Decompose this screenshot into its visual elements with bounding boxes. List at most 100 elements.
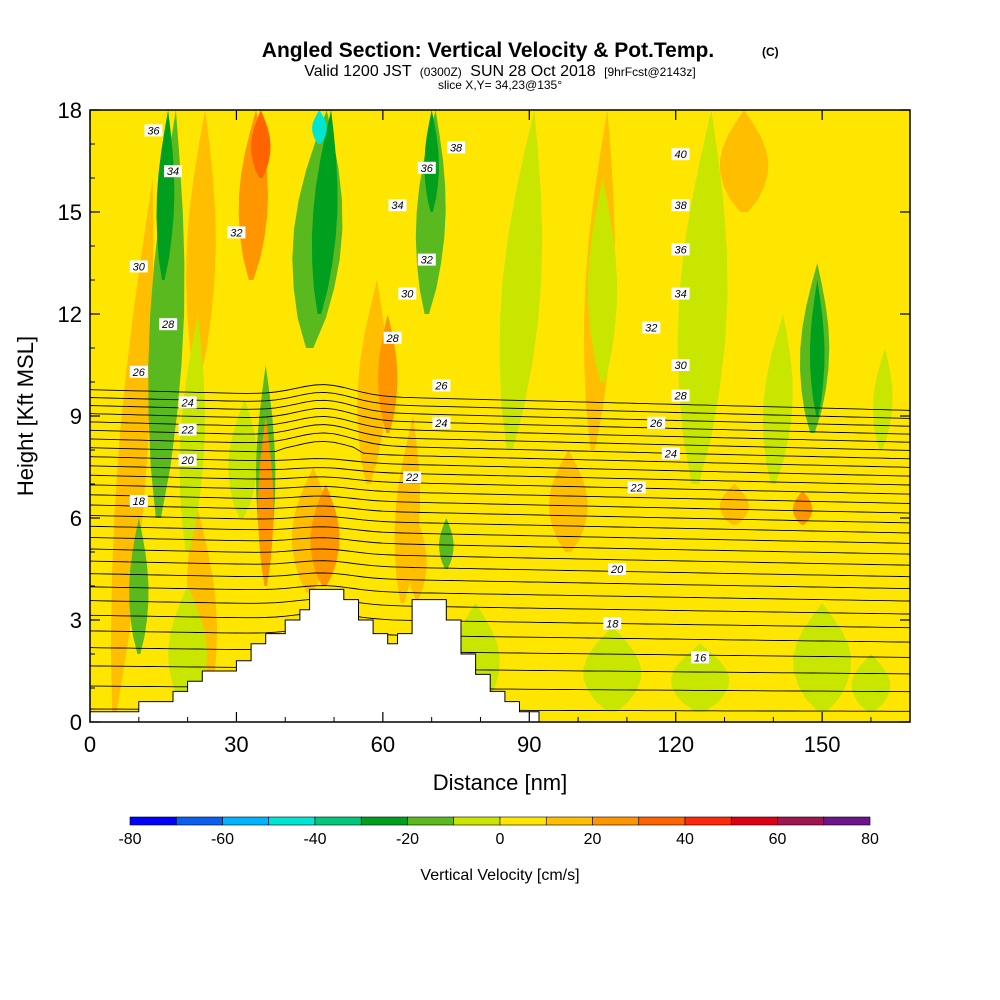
x-tick-label: 60 [371, 732, 395, 757]
velocity-plume [258, 416, 274, 586]
colorbar-bin [499, 816, 547, 826]
theta-label-text: 22 [180, 425, 193, 437]
y-tick-label: 6 [70, 506, 82, 531]
colorbar-label: Vertical Velocity [cm/s] [420, 867, 579, 884]
theta-label-text: 30 [133, 261, 146, 273]
theta-label: 36 [671, 243, 690, 256]
theta-contour [90, 465, 910, 486]
theta-label: 18 [129, 495, 148, 508]
theta-label-text: 34 [391, 200, 403, 212]
theta-label: 32 [642, 321, 661, 335]
velocity-plume [719, 484, 749, 525]
theta-label: 18 [603, 617, 622, 630]
theta-label-text: 34 [674, 289, 686, 301]
theta-label-text: 32 [645, 323, 657, 335]
theta-label-text: 30 [674, 360, 687, 372]
theta-label-box [671, 389, 690, 402]
theta-contours [90, 384, 910, 712]
theta-label-box [432, 416, 451, 429]
theta-contour [90, 415, 910, 443]
theta-label-box [691, 651, 710, 664]
theta-contour [90, 548, 910, 566]
colorbar-bin [592, 816, 640, 826]
theta-label-box [432, 379, 451, 392]
theta-label-box [447, 141, 466, 154]
theta-label-box [159, 318, 178, 331]
velocity-plume [793, 603, 852, 712]
theta-label-text: 36 [674, 244, 687, 256]
theta-contour [90, 484, 910, 504]
theta-contour [90, 536, 910, 555]
theta-label-text: 30 [401, 289, 414, 301]
theta-label-box [403, 471, 422, 484]
theta-label-box [417, 161, 436, 174]
theta-label-box [661, 447, 680, 460]
velocity-plume [792, 490, 813, 525]
theta-contour [90, 474, 910, 495]
colorbar-bin [777, 816, 825, 826]
chart-title: Angled Section: Vertical Velocity & Pot.… [262, 39, 714, 62]
theta-label-text: 26 [434, 380, 448, 392]
theta-label: 38 [447, 141, 466, 154]
velocity-plume [251, 110, 271, 178]
theta-label-text: 20 [180, 455, 194, 467]
colorbar-bin [638, 816, 686, 826]
theta-label-text: 28 [673, 391, 687, 403]
theta-label: 30 [129, 260, 148, 273]
colorbar-bin [730, 816, 778, 826]
theta-contour [90, 560, 910, 578]
valid-time: Valid 1200 JST [304, 63, 412, 80]
theta-label: 16 [691, 651, 710, 664]
theta-label: 32 [417, 253, 436, 267]
theta-label-text: 26 [132, 367, 146, 379]
theta-label: 22 [403, 471, 422, 484]
colorbar-bin [222, 816, 270, 826]
theta-label: 34 [163, 165, 182, 178]
theta-label: 36 [417, 161, 436, 175]
theta-label: 34 [671, 287, 690, 301]
theta-contour [90, 407, 910, 435]
theta-contour [90, 432, 910, 460]
colorbar-bin [453, 816, 501, 826]
theta-label-box [671, 199, 690, 212]
theta-label: 22 [178, 423, 197, 437]
theta-label-box [627, 481, 646, 494]
colorbar-bin [129, 816, 177, 826]
theta-label-box [417, 253, 436, 266]
theta-contour [90, 424, 910, 451]
theta-label: 32 [227, 226, 246, 239]
colorbar-tick-label: -20 [396, 831, 419, 848]
velocity-plume [424, 110, 439, 212]
theta-label-text: 28 [385, 333, 399, 345]
theta-label-text: 18 [133, 496, 146, 508]
x-tick-label: 0 [84, 732, 96, 757]
theta-contour [90, 391, 910, 419]
valid-utc: (0300Z) [420, 65, 462, 79]
theta-contour [90, 456, 910, 477]
velocity-plume [129, 518, 149, 654]
theta-label-text: 24 [664, 448, 677, 460]
colorbar-bin [407, 816, 455, 826]
velocity-plume [719, 110, 769, 212]
theta-label-box [383, 331, 402, 344]
slice-info: slice X,Y= 34,23@135° [438, 78, 562, 92]
x-axis: 0 30 60 90 120 150 [84, 110, 872, 757]
velocity-plume [407, 518, 427, 600]
theta-contour [90, 504, 910, 524]
theta-label-box [671, 287, 690, 300]
theta-contour [90, 572, 910, 590]
theta-label: 26 [647, 416, 666, 430]
theta-label-text: 16 [694, 652, 707, 664]
forecast-info: [9hrFcst@2143z] [604, 65, 696, 79]
theta-label-text: 38 [674, 200, 687, 212]
velocity-plume [499, 110, 543, 450]
colorbar-bin [684, 816, 732, 826]
theta-label: 38 [671, 199, 690, 212]
x-axis-label: Distance [nm] [433, 770, 568, 795]
velocity-plume [810, 280, 825, 416]
colorbar-bin [175, 816, 223, 826]
colorbar-bin [314, 816, 362, 826]
theta-label-box [129, 495, 148, 507]
velocity-plume [186, 110, 216, 382]
